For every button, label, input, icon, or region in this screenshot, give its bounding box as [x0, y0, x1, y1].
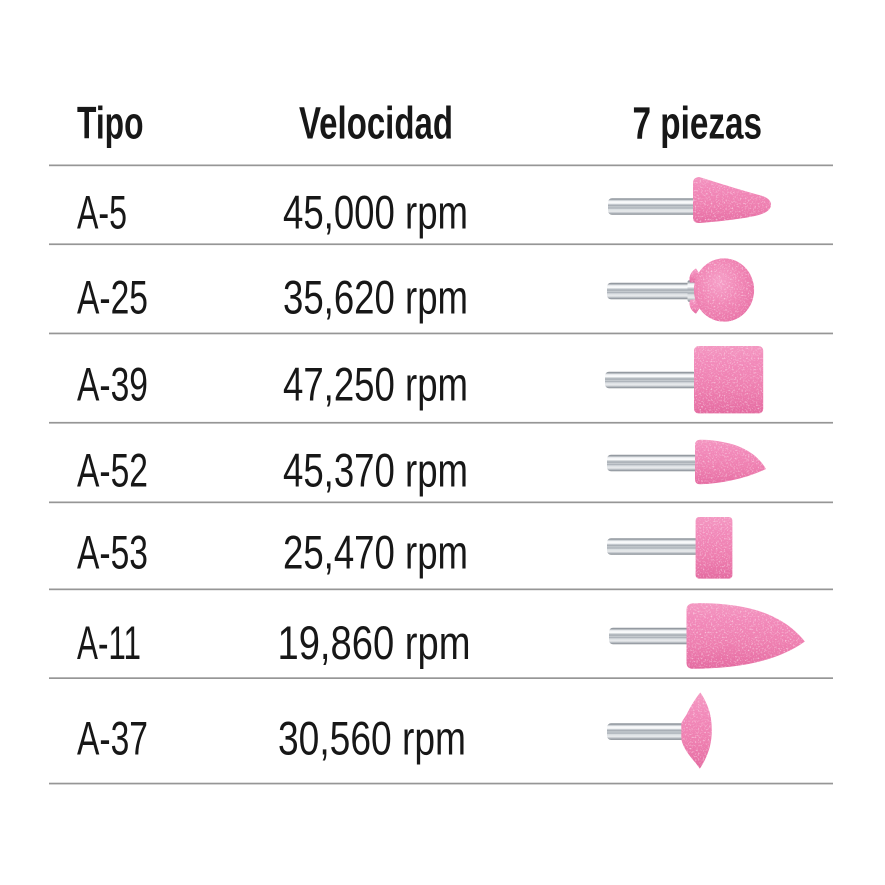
svg-text:A-37: A-37: [77, 712, 148, 765]
svg-text:Tipo: Tipo: [77, 97, 144, 148]
svg-text:Velocidad: Velocidad: [299, 97, 453, 148]
svg-text:7 piezas: 7 piezas: [633, 97, 763, 148]
svg-text:35,620 rpm: 35,620 rpm: [283, 272, 468, 325]
svg-text:30,560 rpm: 30,560 rpm: [278, 712, 466, 765]
svg-text:A-53: A-53: [77, 527, 148, 580]
svg-text:47,250 rpm: 47,250 rpm: [283, 359, 468, 412]
svg-text:A-5: A-5: [77, 187, 127, 240]
svg-text:25,470 rpm: 25,470 rpm: [283, 527, 468, 580]
svg-text:A-52: A-52: [77, 445, 148, 498]
svg-text:45,000 rpm: 45,000 rpm: [283, 187, 468, 240]
svg-text:A-11: A-11: [77, 617, 141, 670]
svg-text:A-39: A-39: [77, 359, 148, 412]
svg-text:45,370 rpm: 45,370 rpm: [283, 445, 468, 498]
svg-text:A-25: A-25: [77, 272, 148, 325]
svg-text:19,860 rpm: 19,860 rpm: [278, 617, 471, 670]
